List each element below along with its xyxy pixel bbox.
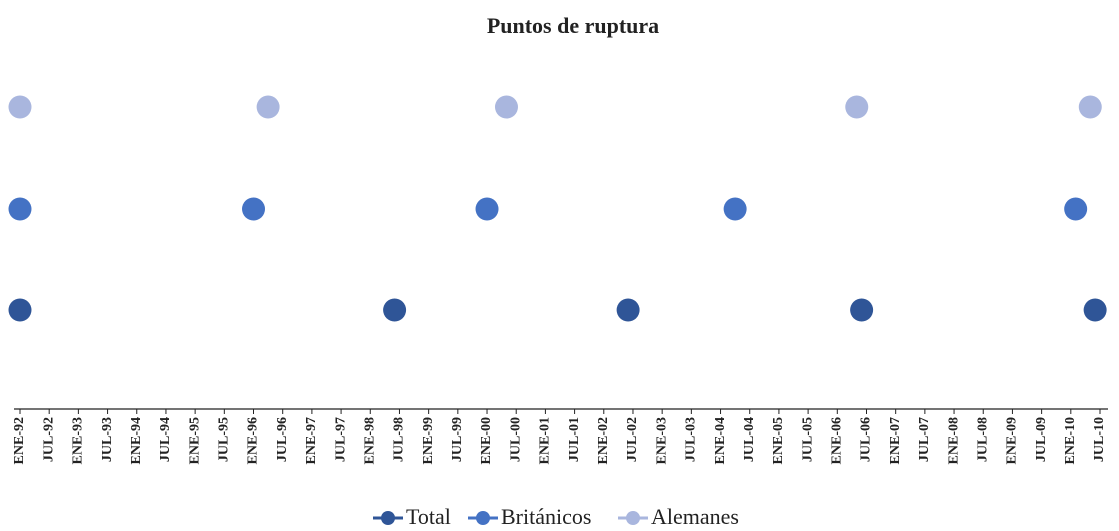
point — [242, 197, 266, 221]
x-tick-label: JUL-06 — [859, 417, 874, 462]
x-tick-label: ENE-00 — [479, 417, 494, 464]
x-tick-label: JUL-10 — [1092, 417, 1107, 462]
x-tick-label: JUL-93 — [100, 417, 115, 462]
point — [723, 197, 747, 221]
point — [1078, 95, 1102, 119]
x-tick-label: ENE-99 — [421, 417, 436, 464]
point — [256, 95, 280, 119]
x-tick-label: JUL-98 — [392, 417, 407, 462]
x-tick-label: ENE-96 — [246, 417, 261, 464]
legend-label: Alemanes — [651, 504, 739, 529]
x-tick-label: JUL-02 — [625, 417, 640, 462]
x-tick-label: ENE-95 — [187, 417, 202, 464]
x-tick-label: ENE-06 — [830, 417, 845, 464]
point — [8, 298, 32, 322]
x-tick-label: ENE-01 — [538, 417, 553, 464]
chart-title: Puntos de ruptura — [487, 13, 659, 38]
point — [475, 197, 499, 221]
legend-marker — [626, 511, 640, 525]
x-tick-label: ENE-05 — [771, 417, 786, 464]
point — [8, 197, 32, 221]
x-tick-label: JUL-95 — [217, 417, 232, 462]
x-tick-label: ENE-08 — [946, 417, 961, 464]
x-tick-label: JUL-05 — [800, 417, 815, 462]
point — [1083, 298, 1107, 322]
x-tick-label: JUL-07 — [917, 417, 932, 462]
x-tick-label: ENE-92 — [12, 417, 27, 464]
legend-marker — [381, 511, 395, 525]
x-tick-label: ENE-97 — [304, 417, 319, 464]
point — [383, 298, 407, 322]
x-tick-label: ENE-07 — [888, 417, 903, 464]
x-tick-label: ENE-02 — [596, 417, 611, 464]
x-tick-label: JUL-09 — [1034, 417, 1049, 462]
legend-marker — [476, 511, 490, 525]
x-tick-label: JUL-96 — [275, 417, 290, 462]
x-tick-label: JUL-99 — [450, 417, 465, 462]
legend-label: Total — [406, 504, 451, 529]
x-tick-label: ENE-93 — [71, 417, 86, 464]
point — [494, 95, 518, 119]
x-tick-label: JUL-01 — [567, 417, 582, 462]
point — [616, 298, 640, 322]
point — [850, 298, 874, 322]
x-tick-label: JUL-94 — [158, 417, 173, 462]
x-tick-label: ENE-98 — [362, 417, 377, 464]
x-tick-label: JUL-04 — [742, 417, 757, 462]
point — [1064, 197, 1088, 221]
point — [8, 95, 32, 119]
x-tick-label: JUL-03 — [684, 417, 699, 462]
x-tick-label: JUL-97 — [333, 417, 348, 462]
x-tick-label: ENE-03 — [654, 417, 669, 464]
x-tick-label: JUL-08 — [975, 417, 990, 462]
x-tick-label: JUL-92 — [41, 417, 56, 462]
x-tick-label: ENE-04 — [713, 417, 728, 464]
x-tick-label: ENE-09 — [1005, 417, 1020, 464]
point — [845, 95, 869, 119]
x-tick-label: JUL-00 — [508, 417, 523, 462]
x-tick-label: ENE-10 — [1063, 417, 1078, 464]
legend-label: Británicos — [501, 504, 591, 529]
x-tick-label: ENE-94 — [129, 417, 144, 464]
